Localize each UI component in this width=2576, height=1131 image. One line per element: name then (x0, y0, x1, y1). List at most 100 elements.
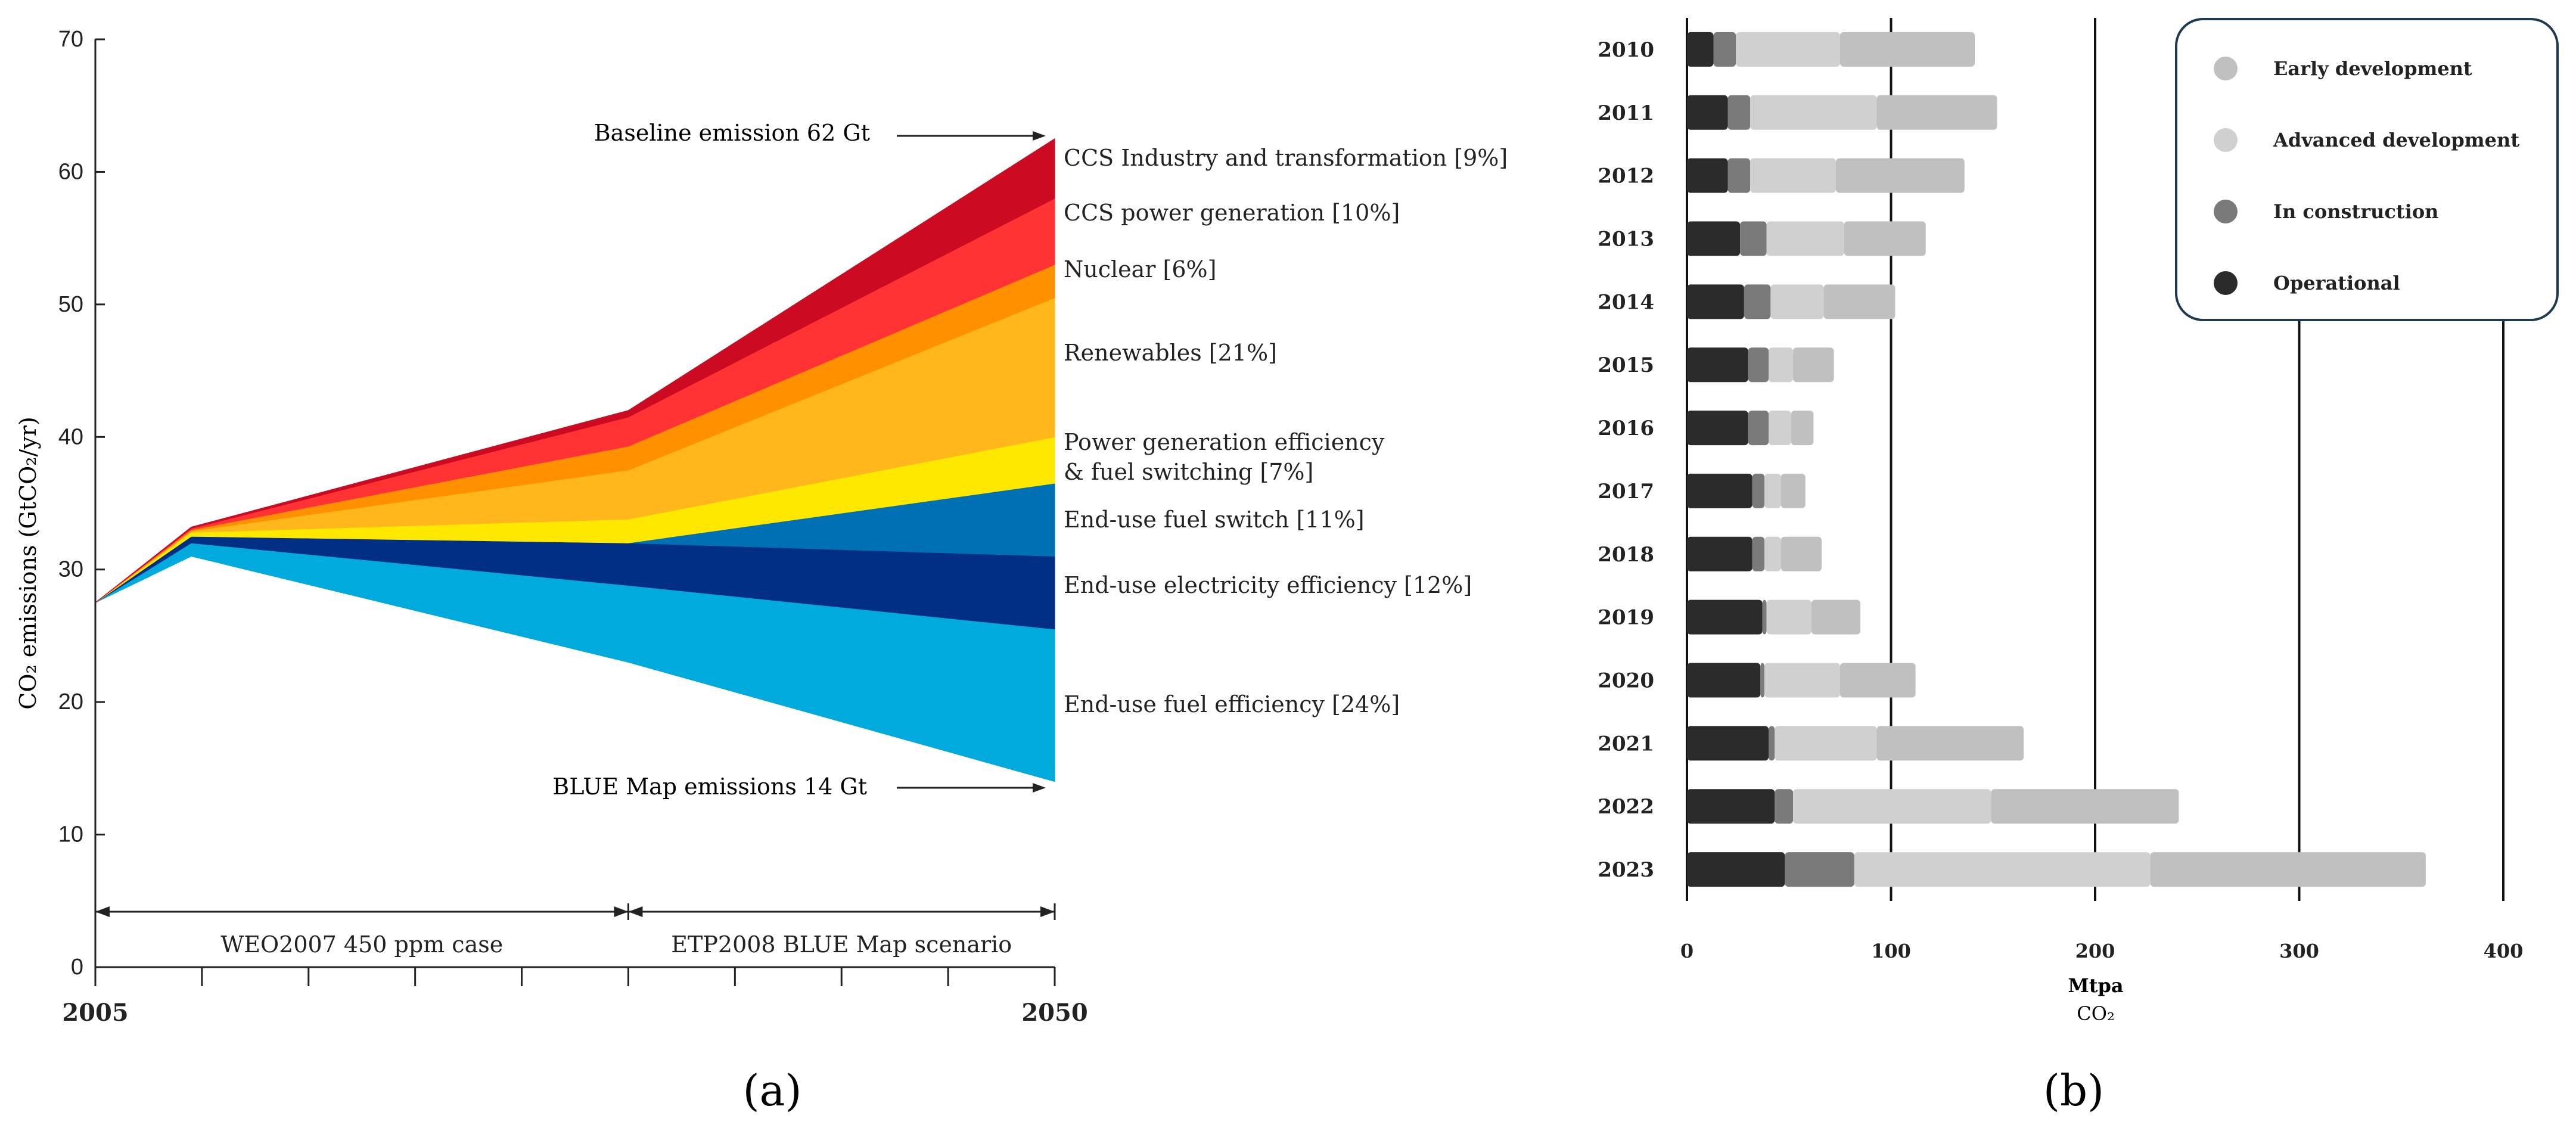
bar-segment-in-construction (1740, 221, 1767, 256)
x-tick-label: 400 (2484, 940, 2524, 962)
bar-segment-advanced-development (1793, 789, 1991, 824)
bar-segment-operational (1687, 599, 1763, 635)
layer-label: Nuclear [6%] (1064, 256, 1216, 282)
period-arrows: WEO2007 450 ppm case ETP2008 BLUE Map sce… (94, 903, 1056, 958)
bar-segment-in-construction (1748, 347, 1769, 383)
bar-segment-operational (1687, 158, 1728, 193)
bar-segment-early-development (1839, 663, 1916, 698)
legend-swatch (2214, 128, 2238, 152)
legend-swatch (2214, 200, 2238, 223)
blue-map-label: BLUE Map emissions 14 Gt (552, 773, 867, 800)
y-tick-label: 70 (58, 27, 83, 52)
period-arrowhead-right (614, 906, 629, 917)
legend-swatch (2214, 271, 2238, 295)
layer-label: End-use fuel efficiency [24%] (1064, 691, 1400, 717)
layer-label: Power generation efficiency & fuel switch… (1064, 429, 1385, 485)
bar-segment-advanced-development (1764, 536, 1781, 571)
legend-label: In construction (2273, 200, 2438, 223)
bar-segment-operational (1687, 347, 1748, 383)
y-tick-label: 50 (58, 292, 83, 317)
bar-segment-advanced-development (1764, 663, 1840, 698)
period-arrowhead-right (1040, 906, 1055, 917)
bar-segment-in-construction (1762, 599, 1767, 635)
year-label: 2015 (1598, 353, 1654, 377)
y-tick-label: 30 (58, 557, 83, 582)
bar-segment-in-construction (1748, 411, 1769, 446)
bar-segment-operational (1687, 32, 1714, 67)
area-layer-7 (95, 138, 1055, 603)
year-label: 2010 (1598, 38, 1654, 62)
year-label: 2021 (1598, 732, 1654, 756)
bar-segment-advanced-development (1766, 599, 1811, 635)
bar-segment-early-development (1793, 347, 1834, 383)
layer-label: CCS power generation [10%] (1064, 200, 1400, 226)
y-tick-label: 40 (58, 424, 83, 449)
bar-segment-in-construction (1769, 726, 1775, 761)
bar-segment-early-development (1876, 726, 2024, 761)
layer-label: CCS Industry and transformation [9%] (1064, 145, 1508, 171)
layer-labels: End-use fuel efficiency [24%] End-use ele… (1064, 145, 1508, 717)
blue-map-annotation: BLUE Map emissions 14 Gt (552, 773, 1046, 800)
year-label: 2023 (1598, 858, 1654, 882)
bar-segment-operational (1687, 284, 1744, 319)
blue-map-arrowhead (1033, 783, 1046, 793)
x-axis-ticks: 2005 2050 (62, 967, 1088, 1027)
bar-segment-in-construction (1744, 284, 1771, 319)
x-tick-label: 200 (2075, 940, 2115, 962)
period-arrowhead-left (628, 906, 643, 917)
bar-segment-operational (1687, 852, 1785, 887)
y-tick-label: 0 (71, 955, 83, 980)
stacked-area-layers (95, 138, 1055, 782)
bar-segment-early-development (1844, 221, 1926, 256)
year-label: 2020 (1598, 669, 1654, 693)
period-label: WEO2007 450 ppm case (220, 931, 503, 958)
bar-segment-in-construction (1752, 473, 1765, 508)
bar-segment-advanced-development (1764, 473, 1781, 508)
bar-segment-advanced-development (1770, 284, 1824, 319)
bar-segment-operational (1687, 411, 1748, 446)
bar-segment-early-development (1811, 599, 1861, 635)
bar-segment-in-construction (1775, 789, 1794, 824)
panel-b-label: (b) (2043, 1065, 2104, 1116)
year-label: 2011 (1598, 101, 1654, 125)
bar-segment-in-construction (1727, 95, 1751, 130)
y-tick-label: 10 (58, 822, 83, 847)
legend-label: Operational (2273, 272, 2400, 294)
bar-segment-operational (1687, 789, 1775, 824)
bar-segment-early-development (1791, 411, 1814, 446)
year-label: 2019 (1598, 606, 1654, 630)
bar-segment-advanced-development (1854, 852, 2151, 887)
panel-b-bar-chart: 2010 2011 2012 2013 2014 2015 2016 2017 2018 2019… (1598, 18, 2559, 1116)
bar-segment-in-construction (1760, 663, 1765, 698)
bar-segment-in-construction (1785, 852, 1854, 887)
x-tick-label: 300 (2279, 940, 2319, 962)
year-label: 2016 (1598, 417, 1654, 440)
year-label: 2018 (1598, 543, 1654, 567)
x-tick-label: 2005 (62, 999, 128, 1027)
baseline-label: Baseline emission 62 Gt (594, 120, 870, 146)
bar-segment-early-development (1823, 284, 1896, 319)
bar-segment-advanced-development (1766, 221, 1844, 256)
bar-segment-early-development (1876, 95, 1997, 130)
y-tick-label: 20 (58, 689, 83, 714)
bar-segment-in-construction (1727, 158, 1751, 193)
x-axis-label-sub: CO₂ (2077, 1002, 2115, 1025)
layer-label: Renewables [21%] (1064, 340, 1277, 366)
stacked-bars (1687, 32, 2426, 887)
bar-segment-early-development (1991, 789, 2179, 824)
year-label: 2012 (1598, 164, 1654, 188)
y-axis-label: CO₂ emissions (GtCO₂/yr) (15, 417, 41, 709)
y-axis-ticks: 0 10 20 30 40 50 60 70 (58, 27, 105, 980)
bar-segment-advanced-development (1775, 726, 1877, 761)
period-arrowhead-left (95, 906, 110, 917)
axes (94, 39, 1055, 968)
x-tick-label: 100 (1871, 940, 1911, 962)
year-label: 2013 (1598, 228, 1654, 251)
layer-label: End-use electricity efficiency [12%] (1064, 572, 1472, 598)
panel-a-area-chart: 0 10 20 30 40 50 60 70 CO₂ emissions (GtCO₂/yr)… (15, 27, 1508, 1116)
legend-box (2175, 18, 2559, 321)
x-axis-ticks: 0 100 200 300 400 (1680, 940, 2524, 962)
year-label: 2022 (1598, 795, 1654, 819)
legend: Early development Advanced development In … (2175, 18, 2559, 321)
bar-segment-operational (1687, 663, 1761, 698)
